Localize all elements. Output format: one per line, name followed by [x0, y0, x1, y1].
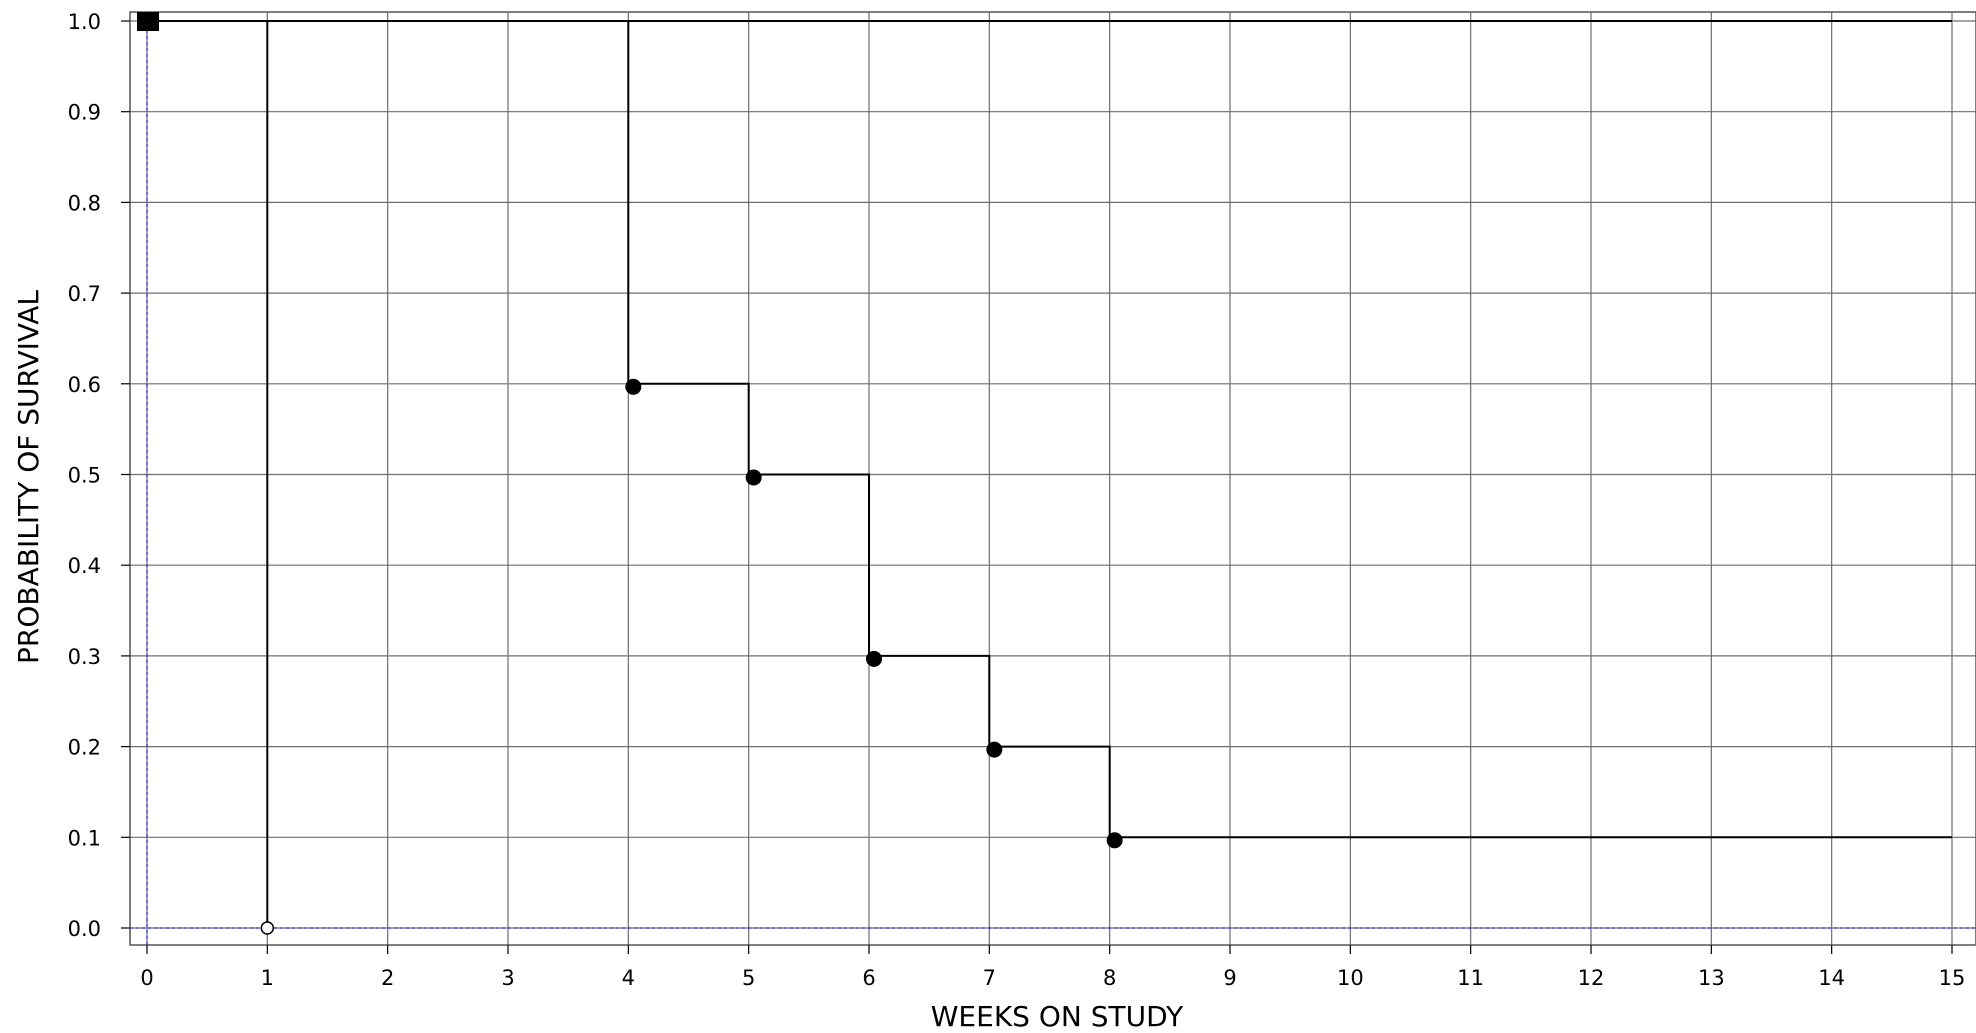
y-tick-label: 0.4 [68, 554, 101, 578]
series-line-2 [147, 20, 1952, 839]
x-tick-label: 0 [140, 966, 153, 990]
y-tick-label: 0.9 [68, 101, 101, 125]
x-tick-label: 7 [983, 966, 996, 990]
y-tick-label: 0.8 [68, 191, 101, 215]
x-tick-label: 6 [862, 966, 875, 990]
x-axis-title: WEEKS ON STUDY [931, 1000, 1184, 1029]
x-tick-label: 9 [1223, 966, 1236, 990]
x-axis-ticks: 0 1 2 3 4 5 6 7 8 9 10 11 12 13 14 15 [140, 945, 1965, 990]
start-marker [137, 12, 159, 31]
survival-marker [745, 469, 762, 486]
survival-marker [986, 741, 1003, 758]
y-tick-label: 0.1 [68, 826, 101, 850]
x-tick-label: 8 [1103, 966, 1116, 990]
series-markers [137, 12, 1123, 935]
x-tick-label: 2 [381, 966, 394, 990]
x-tick-label: 11 [1457, 966, 1484, 990]
survival-marker [1106, 832, 1123, 849]
survival-marker [866, 650, 882, 667]
grid [130, 12, 1976, 945]
y-tick-label: 0.6 [68, 373, 101, 397]
y-tick-label: 0.3 [68, 645, 101, 669]
x-tick-label: 5 [742, 966, 755, 990]
y-axis-ticks: 0.0 0.1 0.2 0.3 0.4 0.5 0.6 0.7 0.8 0.9 1.0 [68, 10, 130, 941]
plot-frame [129, 11, 1976, 946]
x-tick-label: 4 [622, 966, 635, 990]
x-tick-label: 13 [1698, 966, 1725, 990]
x-tick-label: 1 [261, 966, 274, 990]
y-tick-label: 0.7 [68, 282, 101, 306]
y-tick-label: 0.2 [68, 736, 101, 760]
y-tick-label: 0.0 [68, 917, 101, 941]
x-tick-label: 10 [1337, 966, 1364, 990]
x-tick-label: 12 [1578, 966, 1605, 990]
y-tick-label: 0.5 [68, 464, 101, 488]
censor-marker [260, 921, 275, 935]
plot-border [129, 11, 1976, 946]
y-axis-title: PROBABILITY OF SURVIVAL [12, 290, 45, 664]
reference-lines [130, 12, 1976, 945]
x-tick-label: 14 [1818, 966, 1845, 990]
x-tick-label: 3 [501, 966, 514, 990]
x-tick-label: 15 [1939, 966, 1966, 990]
y-tick-label: 1.0 [68, 10, 101, 34]
series-lines [147, 20, 1952, 928]
survival-marker [625, 378, 642, 395]
